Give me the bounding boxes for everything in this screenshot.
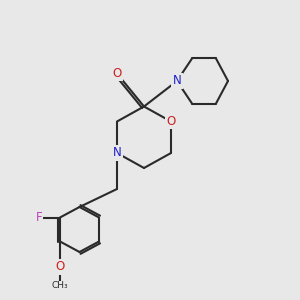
Text: F: F: [36, 211, 42, 224]
Text: CH₃: CH₃: [52, 281, 68, 290]
Text: O: O: [56, 260, 64, 274]
Text: N: N: [112, 146, 122, 160]
Text: O: O: [167, 115, 176, 128]
Text: N: N: [172, 74, 182, 88]
Text: O: O: [112, 67, 122, 80]
